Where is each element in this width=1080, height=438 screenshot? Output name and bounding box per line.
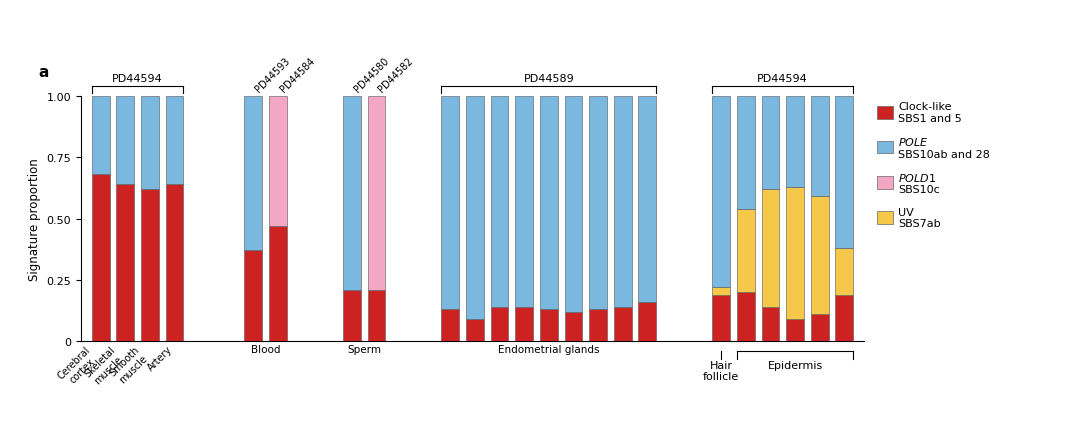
Bar xyxy=(737,96,755,209)
Bar xyxy=(490,96,509,307)
Bar xyxy=(442,96,459,310)
Bar xyxy=(367,96,386,290)
Text: Epidermis: Epidermis xyxy=(768,360,823,370)
Text: Skeletal
muscle: Skeletal muscle xyxy=(83,344,125,387)
Text: Sperm: Sperm xyxy=(347,344,381,354)
Text: Endometrial glands: Endometrial glands xyxy=(498,344,599,354)
Bar xyxy=(565,96,582,312)
Bar xyxy=(244,96,262,251)
Text: PD44580: PD44580 xyxy=(352,56,390,94)
Bar xyxy=(343,290,361,342)
Bar xyxy=(811,197,828,314)
Bar xyxy=(836,295,853,342)
Bar xyxy=(737,293,755,342)
Bar xyxy=(92,175,109,342)
Text: PD44593: PD44593 xyxy=(254,56,292,94)
Bar xyxy=(811,96,828,197)
Text: PD44594: PD44594 xyxy=(112,74,163,84)
Text: PD44584: PD44584 xyxy=(278,56,316,94)
Bar xyxy=(467,96,484,320)
Bar xyxy=(761,307,780,342)
Bar xyxy=(540,96,557,310)
Text: a: a xyxy=(38,64,49,79)
Bar xyxy=(92,96,109,175)
Bar xyxy=(515,96,534,307)
Bar xyxy=(165,185,184,342)
Bar xyxy=(141,96,159,190)
Bar xyxy=(638,96,657,302)
Bar xyxy=(467,320,484,342)
Bar xyxy=(117,96,134,185)
Text: PD44594: PD44594 xyxy=(757,74,808,84)
Text: PD44589: PD44589 xyxy=(524,74,575,84)
Bar xyxy=(269,226,287,342)
Bar xyxy=(713,288,730,295)
Bar xyxy=(165,96,184,185)
Bar xyxy=(141,190,159,342)
Bar xyxy=(836,248,853,295)
Legend: Clock-like
SBS1 and 5, $\it{POLE}$
SBS10ab and 28, $\it{POLD1}$
SBS10c, UV
SBS7a: Clock-like SBS1 and 5, $\it{POLE}$ SBS10… xyxy=(877,102,990,229)
Bar xyxy=(761,96,780,190)
Bar xyxy=(737,209,755,293)
Text: Hair
follicle: Hair follicle xyxy=(703,360,740,381)
Bar xyxy=(565,312,582,342)
Bar xyxy=(638,302,657,342)
Bar xyxy=(613,96,632,307)
Text: Cerebral
cortex: Cerebral cortex xyxy=(56,344,100,389)
Text: PD44582: PD44582 xyxy=(377,56,415,94)
Bar xyxy=(786,96,804,187)
Text: Smooth
muscle: Smooth muscle xyxy=(108,344,150,386)
Bar xyxy=(761,190,780,307)
Bar xyxy=(786,320,804,342)
Bar xyxy=(786,187,804,320)
Bar xyxy=(244,251,262,342)
Bar xyxy=(269,96,287,226)
Bar xyxy=(590,96,607,310)
Bar xyxy=(367,290,386,342)
Text: Artery: Artery xyxy=(146,344,175,372)
Bar xyxy=(540,310,557,342)
Bar xyxy=(515,307,534,342)
Bar xyxy=(590,310,607,342)
Bar xyxy=(490,307,509,342)
Bar xyxy=(343,96,361,290)
Bar xyxy=(613,307,632,342)
Bar xyxy=(811,314,828,342)
Text: Blood: Blood xyxy=(251,344,281,354)
Bar xyxy=(442,310,459,342)
Bar xyxy=(117,185,134,342)
Bar xyxy=(836,96,853,248)
Bar xyxy=(713,96,730,288)
Y-axis label: Signature proportion: Signature proportion xyxy=(28,158,41,280)
Bar xyxy=(713,295,730,342)
